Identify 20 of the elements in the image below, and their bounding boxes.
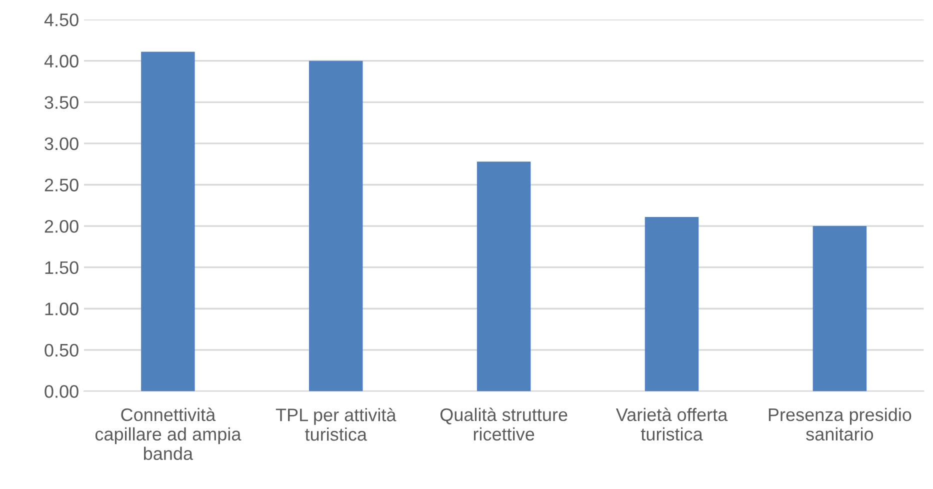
x-tick-label: Presenza presidio sanitario <box>768 408 912 441</box>
y-tick-label: 1.50 <box>45 261 78 274</box>
x-tick-label: TPL per attività turistica <box>276 408 396 441</box>
bar <box>812 226 867 392</box>
y-tick-label: 0.50 <box>44 344 78 357</box>
y-tick-label: 3.00 <box>44 137 78 150</box>
bar <box>141 52 195 392</box>
bar <box>309 60 363 392</box>
y-tick-label: 0.00 <box>44 385 78 398</box>
bar <box>644 216 699 392</box>
x-tick-label: Connettività capillare ad ampia banda <box>95 408 242 460</box>
y-tick-label: 2.50 <box>44 178 78 192</box>
y-tick-label: 4.50 <box>44 13 78 26</box>
y-tick-label: 1.00 <box>45 302 78 316</box>
y-tick-label: 4.00 <box>44 54 78 68</box>
x-tick-label: Qualità strutture ricettive <box>440 408 568 441</box>
bar <box>476 162 531 392</box>
x-tick-label: Varietà offerta turistica <box>616 408 728 441</box>
y-tick-label: 3.50 <box>44 96 78 109</box>
y-tick-label: 2.00 <box>44 220 78 233</box>
